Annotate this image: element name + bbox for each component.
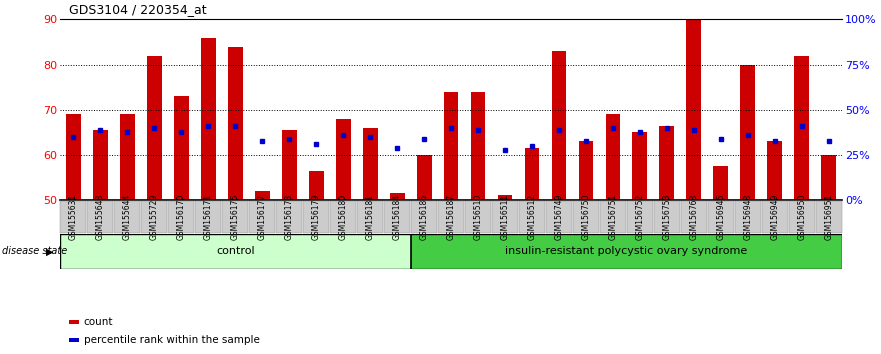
Text: GSM156946: GSM156946	[716, 194, 725, 240]
Bar	[389, 193, 404, 200]
Text: ▶: ▶	[46, 246, 53, 256]
Bar	[147, 56, 162, 200]
Text: GSM155631: GSM155631	[69, 194, 78, 240]
Bar	[411, 234, 842, 269]
Text: count: count	[84, 317, 113, 327]
Text: control: control	[216, 246, 255, 256]
Text: GSM156750: GSM156750	[581, 194, 590, 240]
Text: GSM156749: GSM156749	[554, 194, 564, 240]
Text: GSM156170: GSM156170	[177, 194, 186, 240]
Text: GSM156171: GSM156171	[204, 194, 213, 240]
Text: GSM156176: GSM156176	[231, 194, 240, 240]
Text: GSM155644: GSM155644	[122, 194, 132, 240]
Text: GDS3104 / 220354_at: GDS3104 / 220354_at	[69, 3, 206, 16]
Text: GSM156753: GSM156753	[663, 194, 671, 240]
Bar	[821, 155, 836, 200]
Text: GSM155729: GSM155729	[150, 194, 159, 240]
Text: GSM156178: GSM156178	[285, 194, 293, 240]
Bar	[498, 195, 513, 200]
Bar	[363, 128, 378, 200]
Text: GSM156510: GSM156510	[474, 194, 483, 240]
Text: disease state: disease state	[2, 246, 67, 256]
Text: GSM156948: GSM156948	[744, 194, 752, 240]
Bar	[633, 132, 648, 200]
Bar	[795, 56, 809, 200]
Text: percentile rank within the sample: percentile rank within the sample	[84, 335, 260, 345]
Bar	[767, 141, 782, 200]
Text: GSM156179: GSM156179	[312, 194, 321, 240]
Bar	[417, 155, 432, 200]
Bar	[255, 191, 270, 200]
Bar	[524, 148, 539, 200]
Bar	[174, 96, 189, 200]
Bar	[605, 114, 620, 200]
Text: GSM156752: GSM156752	[635, 194, 644, 240]
Text: GSM156950: GSM156950	[797, 194, 806, 240]
Text: insulin-resistant polycystic ovary syndrome: insulin-resistant polycystic ovary syndr…	[506, 246, 748, 256]
Bar	[60, 234, 411, 269]
Bar	[579, 141, 594, 200]
Text: GSM156184: GSM156184	[393, 194, 402, 240]
Bar	[660, 126, 674, 200]
Text: GSM156187: GSM156187	[447, 194, 455, 240]
Bar	[444, 92, 458, 200]
Text: GSM156751: GSM156751	[609, 194, 618, 240]
Text: GSM156511: GSM156511	[500, 194, 509, 240]
Text: GSM156181: GSM156181	[366, 194, 374, 240]
Bar	[686, 19, 701, 200]
Text: GSM155643: GSM155643	[96, 194, 105, 240]
Bar	[740, 64, 755, 200]
Bar	[470, 92, 485, 200]
Bar	[201, 38, 216, 200]
Bar	[714, 166, 729, 200]
Text: GSM156186: GSM156186	[419, 194, 428, 240]
Bar	[336, 119, 351, 200]
Text: GSM156177: GSM156177	[258, 194, 267, 240]
Bar	[120, 114, 135, 200]
Bar	[282, 130, 297, 200]
Text: GSM156180: GSM156180	[338, 194, 348, 240]
Bar	[308, 171, 323, 200]
Text: GSM156951: GSM156951	[825, 194, 833, 240]
Bar	[228, 46, 242, 200]
Bar	[552, 51, 566, 200]
Bar	[93, 130, 107, 200]
Text: GSM156949: GSM156949	[770, 194, 780, 240]
Text: GSM156763: GSM156763	[689, 194, 699, 240]
Bar	[66, 114, 81, 200]
Text: GSM156512: GSM156512	[528, 194, 537, 240]
